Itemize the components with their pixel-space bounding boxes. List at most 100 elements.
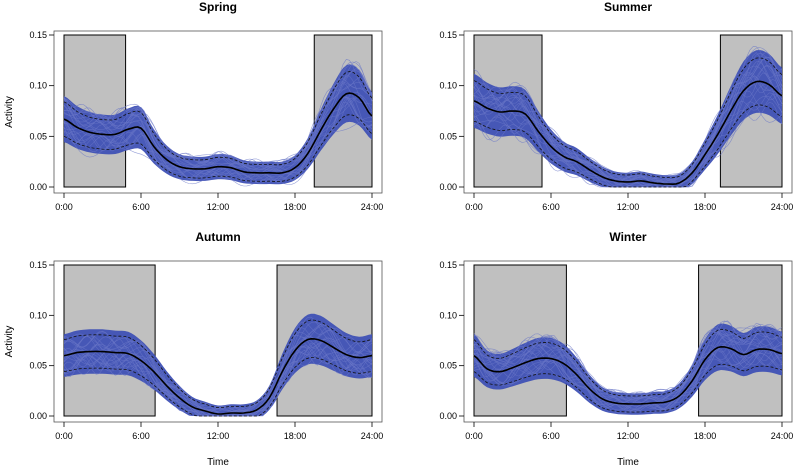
individual-activity-line	[473, 72, 783, 188]
mean-activity-line	[473, 345, 783, 405]
quantile-dashed-line	[473, 57, 783, 179]
panel-spring: Spring 0.00 0.05 0.10 0.15 0:00 6:00 12:00 18:00…	[4, 0, 383, 212]
panel-title: Spring	[199, 0, 237, 14]
individual-activity-line	[473, 76, 783, 188]
x-tick-label: 6:00	[132, 202, 150, 212]
y-tick-label: 0.05	[29, 361, 47, 371]
y-tick-label: 0.15	[439, 260, 457, 270]
individual-activity-line	[63, 121, 373, 187]
x-tick-label: 0:00	[55, 202, 73, 212]
x-tick-label: 24:00	[361, 202, 384, 212]
panel-summer: Summer 0.00 0.05 0.10 0.15 0:00 6:00 12:00 18:00…	[439, 0, 793, 212]
individual-activity-line	[473, 95, 783, 188]
x-tick-label: 24:00	[771, 431, 794, 441]
individual-activity-line	[473, 324, 783, 401]
panels-root: Spring 0.00 0.05 0.10 0.15 0:00 6:00 12:00 18:00…	[4, 0, 793, 468]
y-tick-label: 0.05	[439, 131, 457, 141]
x-tick-label: 18:00	[694, 431, 717, 441]
individual-activity-line	[473, 51, 783, 180]
x-tick-label: 6:00	[542, 431, 560, 441]
x-tick-label: 6:00	[542, 202, 560, 212]
panel-winter: Winter 0.00 0.05 0.10 0.15 0:00 6:00 12:00 18:00…	[439, 230, 793, 468]
individual-activity-line	[63, 338, 373, 417]
individual-activity-line	[473, 347, 783, 413]
y-tick-label: 0.00	[439, 411, 457, 421]
individual-activity-line	[63, 325, 373, 413]
mean-activity-line	[63, 337, 373, 415]
x-tick-label: 12:00	[207, 202, 230, 212]
individual-activity-line	[473, 338, 783, 407]
quantile-dashed-line	[63, 71, 373, 166]
y-tick-label: 0.00	[439, 182, 457, 192]
y-axis-label: Activity	[4, 326, 15, 358]
x-tick-label: 12:00	[617, 431, 640, 441]
individual-activity-line	[63, 101, 373, 184]
individual-activity-line	[63, 321, 373, 412]
individual-activity-line	[473, 333, 783, 404]
individual-activity-line	[63, 327, 373, 415]
x-axis-label: Time	[617, 457, 639, 468]
individual-activity-line	[473, 325, 783, 399]
y-axis-label: Activity	[4, 96, 15, 128]
x-tick-label: 18:00	[284, 431, 307, 441]
individual-activity-line	[63, 77, 373, 172]
panel-autumn: Autumn 0.00 0.05 0.10 0.15 0:00 6:00 12:00 18:00…	[4, 230, 383, 468]
x-tick-label: 0:00	[55, 431, 73, 441]
y-tick-label: 0.05	[29, 131, 47, 141]
y-tick-label: 0.15	[29, 30, 47, 40]
quantile-dashed-line	[473, 363, 783, 413]
x-tick-label: 18:00	[694, 202, 717, 212]
y-tick-label: 0.10	[439, 81, 457, 91]
y-tick-label: 0.15	[439, 30, 457, 40]
y-tick-label: 0.15	[29, 260, 47, 270]
x-tick-label: 6:00	[132, 431, 150, 441]
individual-activity-line	[473, 348, 783, 412]
individual-activity-line	[473, 101, 783, 188]
individual-activity-line	[474, 338, 783, 405]
individual-activity-line	[63, 77, 373, 171]
individual-activity-line	[63, 96, 373, 182]
x-axis-label: Time	[207, 457, 229, 468]
y-tick-label: 0.10	[439, 310, 457, 320]
individual-activity-line	[473, 320, 783, 400]
activity-envelope	[474, 50, 782, 187]
individual-activity-line	[63, 96, 373, 180]
x-tick-label: 24:00	[771, 202, 794, 212]
activity-envelope	[64, 313, 372, 416]
x-tick-label: 18:00	[284, 202, 307, 212]
x-tick-label: 12:00	[207, 431, 230, 441]
mean-activity-line	[473, 80, 783, 186]
individual-activity-line	[63, 97, 373, 183]
individual-activity-line	[63, 82, 373, 176]
quantile-dashed-line	[63, 357, 373, 417]
individual-activity-line	[473, 64, 783, 184]
individual-activity-line	[63, 81, 373, 171]
mean-activity-line	[63, 92, 373, 175]
panel-title: Winter	[609, 230, 647, 244]
x-tick-label: 0:00	[465, 431, 483, 441]
individual-activity-line	[473, 56, 783, 183]
quantile-dashed-line	[63, 319, 373, 409]
quantile-dashed-line	[473, 328, 783, 397]
panel-title: Autumn	[195, 230, 240, 244]
panel-title: Summer	[604, 0, 652, 14]
y-tick-label: 0.05	[439, 361, 457, 371]
x-tick-label: 24:00	[361, 431, 384, 441]
individual-activity-line	[473, 348, 783, 412]
individual-activity-line	[63, 81, 373, 171]
x-tick-label: 12:00	[617, 202, 640, 212]
individual-activity-line	[63, 345, 373, 417]
individual-activity-line	[473, 352, 783, 413]
x-tick-label: 0:00	[465, 202, 483, 212]
y-tick-label: 0.10	[29, 81, 47, 91]
individual-activity-line	[473, 52, 783, 182]
individual-activity-line	[63, 91, 373, 180]
quantile-dashed-line	[63, 114, 373, 182]
quantile-dashed-line	[473, 104, 783, 188]
y-tick-label: 0.00	[29, 411, 47, 421]
y-tick-label: 0.10	[29, 310, 47, 320]
y-tick-label: 0.00	[29, 182, 47, 192]
individual-activity-line	[473, 328, 783, 404]
individual-activity-line	[63, 61, 373, 168]
